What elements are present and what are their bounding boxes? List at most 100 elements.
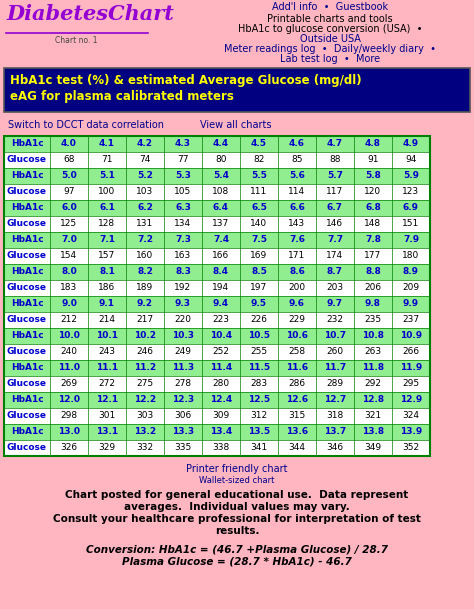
Text: 8.6: 8.6 bbox=[289, 267, 305, 276]
Text: 6.5: 6.5 bbox=[251, 203, 267, 213]
Text: 10.1: 10.1 bbox=[96, 331, 118, 340]
Text: 13.6: 13.6 bbox=[286, 428, 308, 437]
Text: 10.3: 10.3 bbox=[172, 331, 194, 340]
Text: 321: 321 bbox=[365, 412, 382, 420]
Text: 10.5: 10.5 bbox=[248, 331, 270, 340]
Text: 5.8: 5.8 bbox=[365, 172, 381, 180]
Bar bbox=[4, 168, 430, 184]
Text: 7.6: 7.6 bbox=[289, 236, 305, 244]
Text: HbA1c to glucose conversion (USA)  •: HbA1c to glucose conversion (USA) • bbox=[238, 24, 422, 34]
Text: 9.5: 9.5 bbox=[251, 300, 267, 309]
Bar bbox=[4, 136, 430, 152]
Text: 4.9: 4.9 bbox=[403, 139, 419, 149]
Text: 243: 243 bbox=[99, 348, 116, 356]
Text: averages.  Individual values may vary.: averages. Individual values may vary. bbox=[124, 502, 350, 512]
Text: 8.7: 8.7 bbox=[327, 267, 343, 276]
Text: DiabetesChart: DiabetesChart bbox=[6, 4, 174, 24]
Text: Glucose: Glucose bbox=[7, 443, 47, 452]
Text: 88: 88 bbox=[329, 155, 341, 164]
Text: 160: 160 bbox=[137, 252, 154, 261]
Text: 9.8: 9.8 bbox=[365, 300, 381, 309]
Text: HbA1c: HbA1c bbox=[11, 236, 43, 244]
Text: 335: 335 bbox=[174, 443, 191, 452]
Text: 4.1: 4.1 bbox=[99, 139, 115, 149]
Text: 6.4: 6.4 bbox=[213, 203, 229, 213]
Bar bbox=[4, 376, 430, 392]
Text: 9.0: 9.0 bbox=[61, 300, 77, 309]
Text: 10.7: 10.7 bbox=[324, 331, 346, 340]
Text: 12.6: 12.6 bbox=[286, 395, 308, 404]
Text: Outside USA: Outside USA bbox=[300, 34, 360, 44]
Text: 349: 349 bbox=[365, 443, 382, 452]
Text: 258: 258 bbox=[289, 348, 306, 356]
Text: 9.6: 9.6 bbox=[289, 300, 305, 309]
Text: 9.9: 9.9 bbox=[403, 300, 419, 309]
Text: Conversion: HbA1c = (46.7 +Plasma Glucose) / 28.7: Conversion: HbA1c = (46.7 +Plasma Glucos… bbox=[86, 544, 388, 554]
Text: 13.0: 13.0 bbox=[58, 428, 80, 437]
Text: 194: 194 bbox=[212, 284, 229, 292]
Text: 11.7: 11.7 bbox=[324, 364, 346, 373]
Text: 6.8: 6.8 bbox=[365, 203, 381, 213]
Bar bbox=[4, 312, 430, 328]
Text: 5.9: 5.9 bbox=[403, 172, 419, 180]
Text: 7.9: 7.9 bbox=[403, 236, 419, 244]
Text: 249: 249 bbox=[174, 348, 191, 356]
Text: 10.2: 10.2 bbox=[134, 331, 156, 340]
Text: HbA1c: HbA1c bbox=[11, 300, 43, 309]
Text: 6.9: 6.9 bbox=[403, 203, 419, 213]
Text: 68: 68 bbox=[63, 155, 75, 164]
Text: HbA1c test (%) & estimated Average Glucose (mg/dl): HbA1c test (%) & estimated Average Gluco… bbox=[10, 74, 362, 87]
Text: 306: 306 bbox=[174, 412, 191, 420]
Text: 11.9: 11.9 bbox=[400, 364, 422, 373]
Text: Glucose: Glucose bbox=[7, 412, 47, 420]
Bar bbox=[4, 248, 430, 264]
Text: 10.9: 10.9 bbox=[400, 331, 422, 340]
Bar bbox=[4, 328, 430, 344]
Text: 12.0: 12.0 bbox=[58, 395, 80, 404]
Text: 186: 186 bbox=[99, 284, 116, 292]
Text: 5.5: 5.5 bbox=[251, 172, 267, 180]
Text: HbA1c: HbA1c bbox=[11, 364, 43, 373]
Text: 292: 292 bbox=[365, 379, 382, 389]
Text: 318: 318 bbox=[327, 412, 344, 420]
Text: 10.8: 10.8 bbox=[362, 331, 384, 340]
Text: 166: 166 bbox=[212, 252, 229, 261]
Text: HbA1c: HbA1c bbox=[11, 172, 43, 180]
Text: 266: 266 bbox=[402, 348, 419, 356]
Text: 192: 192 bbox=[174, 284, 191, 292]
Text: 123: 123 bbox=[402, 188, 419, 197]
Text: Meter readings log  •  Daily/weekly diary  •: Meter readings log • Daily/weekly diary … bbox=[224, 44, 436, 54]
Text: View all charts: View all charts bbox=[200, 120, 272, 130]
Text: 12.4: 12.4 bbox=[210, 395, 232, 404]
Text: 4.4: 4.4 bbox=[213, 139, 229, 149]
Text: Glucose: Glucose bbox=[7, 379, 47, 389]
Text: 301: 301 bbox=[99, 412, 116, 420]
Text: 11.6: 11.6 bbox=[286, 364, 308, 373]
Text: 100: 100 bbox=[99, 188, 116, 197]
Text: 197: 197 bbox=[250, 284, 268, 292]
Text: 7.0: 7.0 bbox=[61, 236, 77, 244]
Text: 206: 206 bbox=[365, 284, 382, 292]
Text: 263: 263 bbox=[365, 348, 382, 356]
Text: 13.9: 13.9 bbox=[400, 428, 422, 437]
Text: 4.5: 4.5 bbox=[251, 139, 267, 149]
Text: 80: 80 bbox=[215, 155, 227, 164]
Bar bbox=[4, 408, 430, 424]
Text: 220: 220 bbox=[174, 315, 191, 325]
Text: 252: 252 bbox=[212, 348, 229, 356]
Text: 189: 189 bbox=[137, 284, 154, 292]
Text: 269: 269 bbox=[61, 379, 78, 389]
Text: 240: 240 bbox=[61, 348, 78, 356]
Text: 341: 341 bbox=[250, 443, 267, 452]
Text: 315: 315 bbox=[288, 412, 306, 420]
Text: 108: 108 bbox=[212, 188, 229, 197]
Text: 11.4: 11.4 bbox=[210, 364, 232, 373]
Text: 77: 77 bbox=[177, 155, 189, 164]
Text: 329: 329 bbox=[99, 443, 116, 452]
Text: 9.1: 9.1 bbox=[99, 300, 115, 309]
Text: 13.1: 13.1 bbox=[96, 428, 118, 437]
Text: 114: 114 bbox=[289, 188, 306, 197]
Text: Switch to DCCT data correlation: Switch to DCCT data correlation bbox=[8, 120, 164, 130]
Text: 303: 303 bbox=[137, 412, 154, 420]
Text: 209: 209 bbox=[402, 284, 419, 292]
